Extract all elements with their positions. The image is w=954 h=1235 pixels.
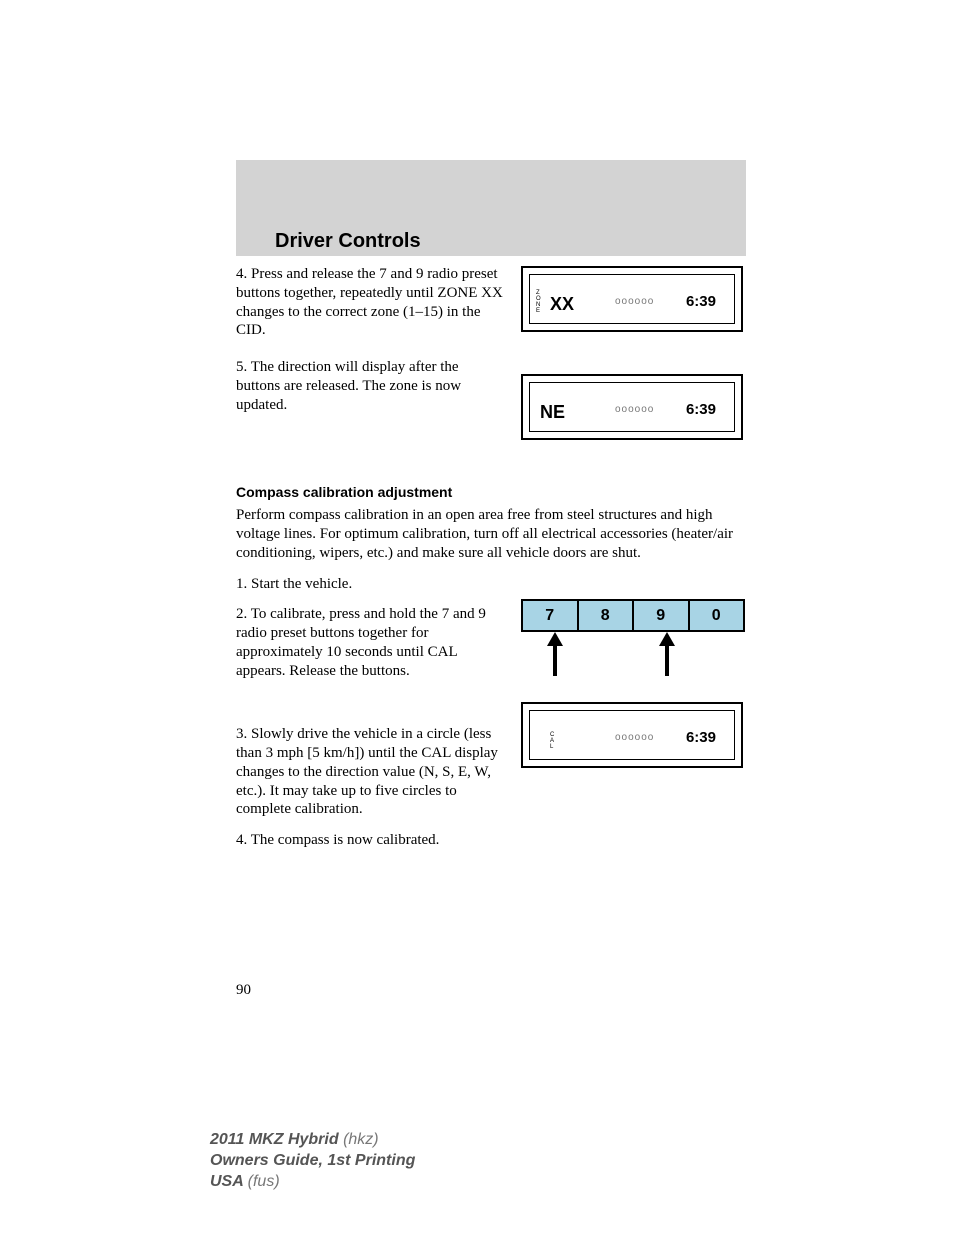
preset-button-8: 8: [579, 601, 635, 630]
cal-step1-text: 1. Start the vehicle.: [236, 575, 746, 594]
page-number: 90: [236, 982, 251, 999]
cid-zone-label-char: E: [536, 308, 541, 314]
cal-intro-text: Perform compass calibration in an open a…: [236, 506, 746, 562]
cid-segments-icon: oooooo: [615, 732, 654, 743]
cid-time: 6:39: [686, 401, 716, 418]
cid-main-value: XX: [550, 294, 574, 315]
step-4-text: 4. Press and release the 7 and 9 radio p…: [236, 265, 506, 340]
cal-step2-text: 2. To calibrate, press and hold the 7 an…: [236, 605, 506, 680]
preset-buttons-row: 7 8 9 0: [521, 599, 745, 632]
cid-segments-icon: oooooo: [615, 404, 654, 415]
cid-display-direction: oooooo 6:39 NE: [521, 374, 743, 440]
cid-segments-icon: oooooo: [615, 296, 654, 307]
preset-buttons-diagram: 7 8 9 0: [521, 599, 745, 632]
cid-cal-label: C A L: [550, 732, 554, 750]
footer-code1: (hkz): [343, 1131, 379, 1148]
cal-step3-text: 3. Slowly drive the vehicle in a circle …: [236, 725, 506, 819]
cal-step4-text: 4. The compass is now calibrated.: [236, 831, 746, 850]
cid-inner: oooooo 6:39 C A L: [529, 710, 735, 760]
cid-display-zone: oooooo 6:39 Z O N E XX: [521, 266, 743, 332]
footer-line1: 2011 MKZ Hybrid (hkz): [210, 1130, 415, 1151]
step-5-text: 5. The direction will display after the …: [236, 358, 506, 414]
cid-main-value: NE: [540, 402, 565, 423]
header-bar-top: [236, 160, 746, 228]
footer-model: 2011 MKZ Hybrid: [210, 1131, 343, 1148]
content-area: 4. Press and release the 7 and 9 radio p…: [236, 265, 746, 862]
cid-display-cal: oooooo 6:39 C A L: [521, 702, 743, 768]
cid-time: 6:39: [686, 729, 716, 746]
arrow-up-icon: [659, 632, 675, 676]
subheading-compass-cal: Compass calibration adjustment: [236, 484, 746, 500]
footer-region: USA: [210, 1173, 248, 1190]
footer-line2: Owners Guide, 1st Printing: [210, 1151, 415, 1172]
footer: 2011 MKZ Hybrid (hkz) Owners Guide, 1st …: [210, 1130, 415, 1192]
section-title: Driver Controls: [275, 230, 421, 253]
arrow-up-icon: [547, 632, 563, 676]
preset-button-0: 0: [690, 601, 744, 630]
cid-cal-label-char: L: [550, 744, 554, 750]
cid-inner: oooooo 6:39 NE: [529, 382, 735, 432]
cid-inner: oooooo 6:39 Z O N E XX: [529, 274, 735, 324]
footer-line3: USA (fus): [210, 1172, 415, 1193]
footer-code2: (fus): [248, 1173, 280, 1190]
cid-time: 6:39: [686, 293, 716, 310]
cid-zone-label: Z O N E: [536, 290, 541, 314]
preset-button-9: 9: [634, 601, 690, 630]
preset-button-7: 7: [523, 601, 579, 630]
